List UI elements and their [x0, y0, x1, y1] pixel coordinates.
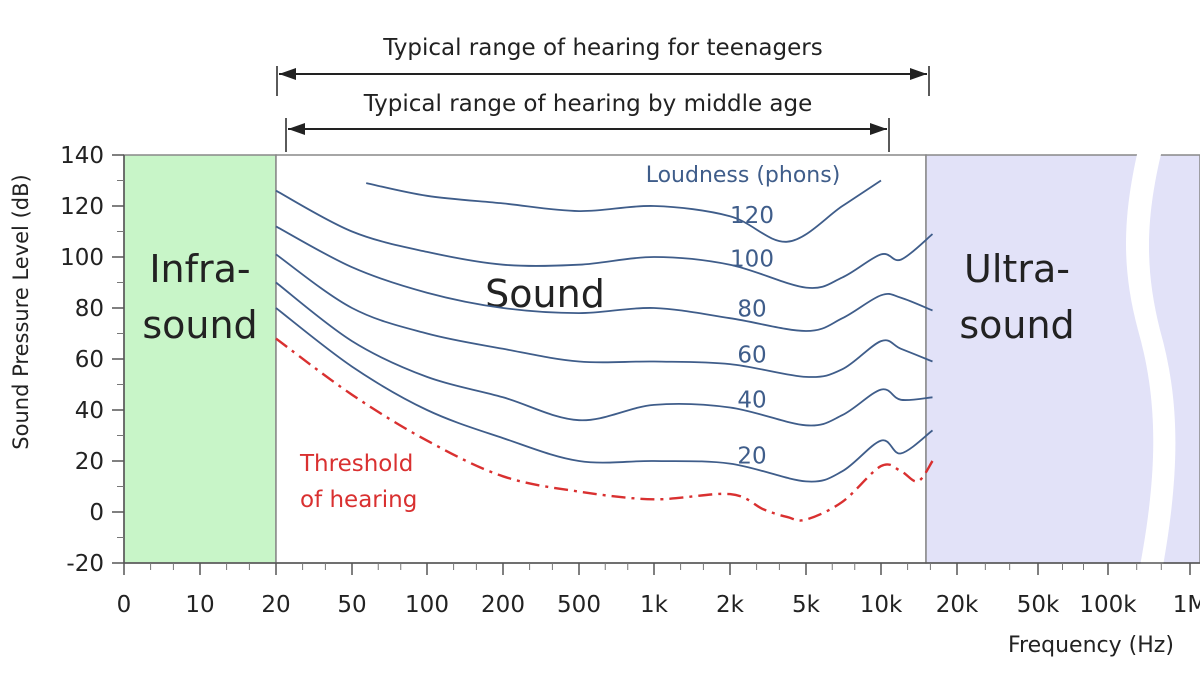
x-tick-label: 50 — [337, 592, 366, 618]
y-tick-label: 0 — [89, 500, 104, 526]
x-tick-label: 20 — [261, 592, 290, 618]
loudness-label-80: 80 — [737, 296, 766, 322]
threshold-label-line2: of hearing — [300, 487, 417, 513]
y-tick-label: 60 — [75, 347, 104, 373]
x-tick-label: 1k — [640, 592, 669, 618]
axis-break — [1126, 150, 1176, 566]
y-tick-label: 80 — [75, 296, 104, 322]
loudness-label-100: 100 — [730, 246, 774, 272]
x-tick-label: 10k — [860, 592, 903, 618]
x-tick-label: 10 — [185, 592, 214, 618]
loudness-curve-20 — [275, 307, 934, 483]
loudness-curve-120 — [366, 179, 882, 243]
ultrasound-label-line1: Ultra- — [964, 247, 1070, 291]
x-tick-label: 0 — [117, 592, 132, 618]
x-tick-label: 2k — [716, 592, 745, 618]
x-tick-label: 5k — [792, 592, 821, 618]
loudness-label-120: 120 — [730, 203, 774, 229]
y-tick-label: -20 — [66, 551, 104, 577]
loudness-label-20: 20 — [737, 444, 766, 470]
x-tick-label: 100k — [1079, 592, 1137, 618]
x-tick-label: 20k — [936, 592, 979, 618]
loudness-curve-40 — [275, 281, 933, 427]
y-tick-label: 40 — [75, 398, 104, 424]
loudness-label-40: 40 — [737, 387, 766, 413]
middle-age-range-arrow — [285, 118, 890, 152]
threshold-label-line1: Threshold — [299, 451, 413, 477]
curves-layer: 120 100 80 60 40 20 — [275, 179, 934, 522]
teen-range-arrow — [276, 66, 930, 96]
ultrasound-label-line2: sound — [959, 303, 1074, 347]
y-axis-title: Sound Pressure Level (dB) — [9, 174, 33, 449]
infrasound-label-line1: Infra- — [149, 247, 250, 291]
loudness-label-60: 60 — [737, 342, 766, 368]
threshold-curve — [275, 337, 934, 522]
x-tick-label: 500 — [557, 592, 601, 618]
teen-range-label: Typical range of hearing for teenagers — [382, 35, 822, 61]
y-tick-label: 140 — [60, 143, 104, 169]
loudness-curve-60 — [275, 253, 933, 378]
loudness-legend-title: Loudness (phons) — [646, 163, 841, 188]
x-tick-label: 100 — [405, 592, 449, 618]
x-axis-title: Frequency (Hz) — [1008, 633, 1174, 658]
sound-region-label: Sound — [485, 272, 605, 316]
y-tick-label: 120 — [60, 194, 104, 220]
x-tick-label: 50k — [1017, 592, 1060, 618]
infrasound-label-line2: sound — [142, 303, 257, 347]
loudness-curve-80 — [275, 225, 933, 332]
y-tick-label: 100 — [60, 245, 104, 271]
x-tick-label: 1M — [1173, 592, 1200, 618]
y-tick-label: 20 — [75, 449, 104, 475]
x-tick-label: 200 — [481, 592, 525, 618]
middle-age-range-label: Typical range of hearing by middle age — [363, 91, 813, 117]
infrasound-region — [123, 154, 277, 564]
loudness-curve-100 — [275, 189, 934, 289]
